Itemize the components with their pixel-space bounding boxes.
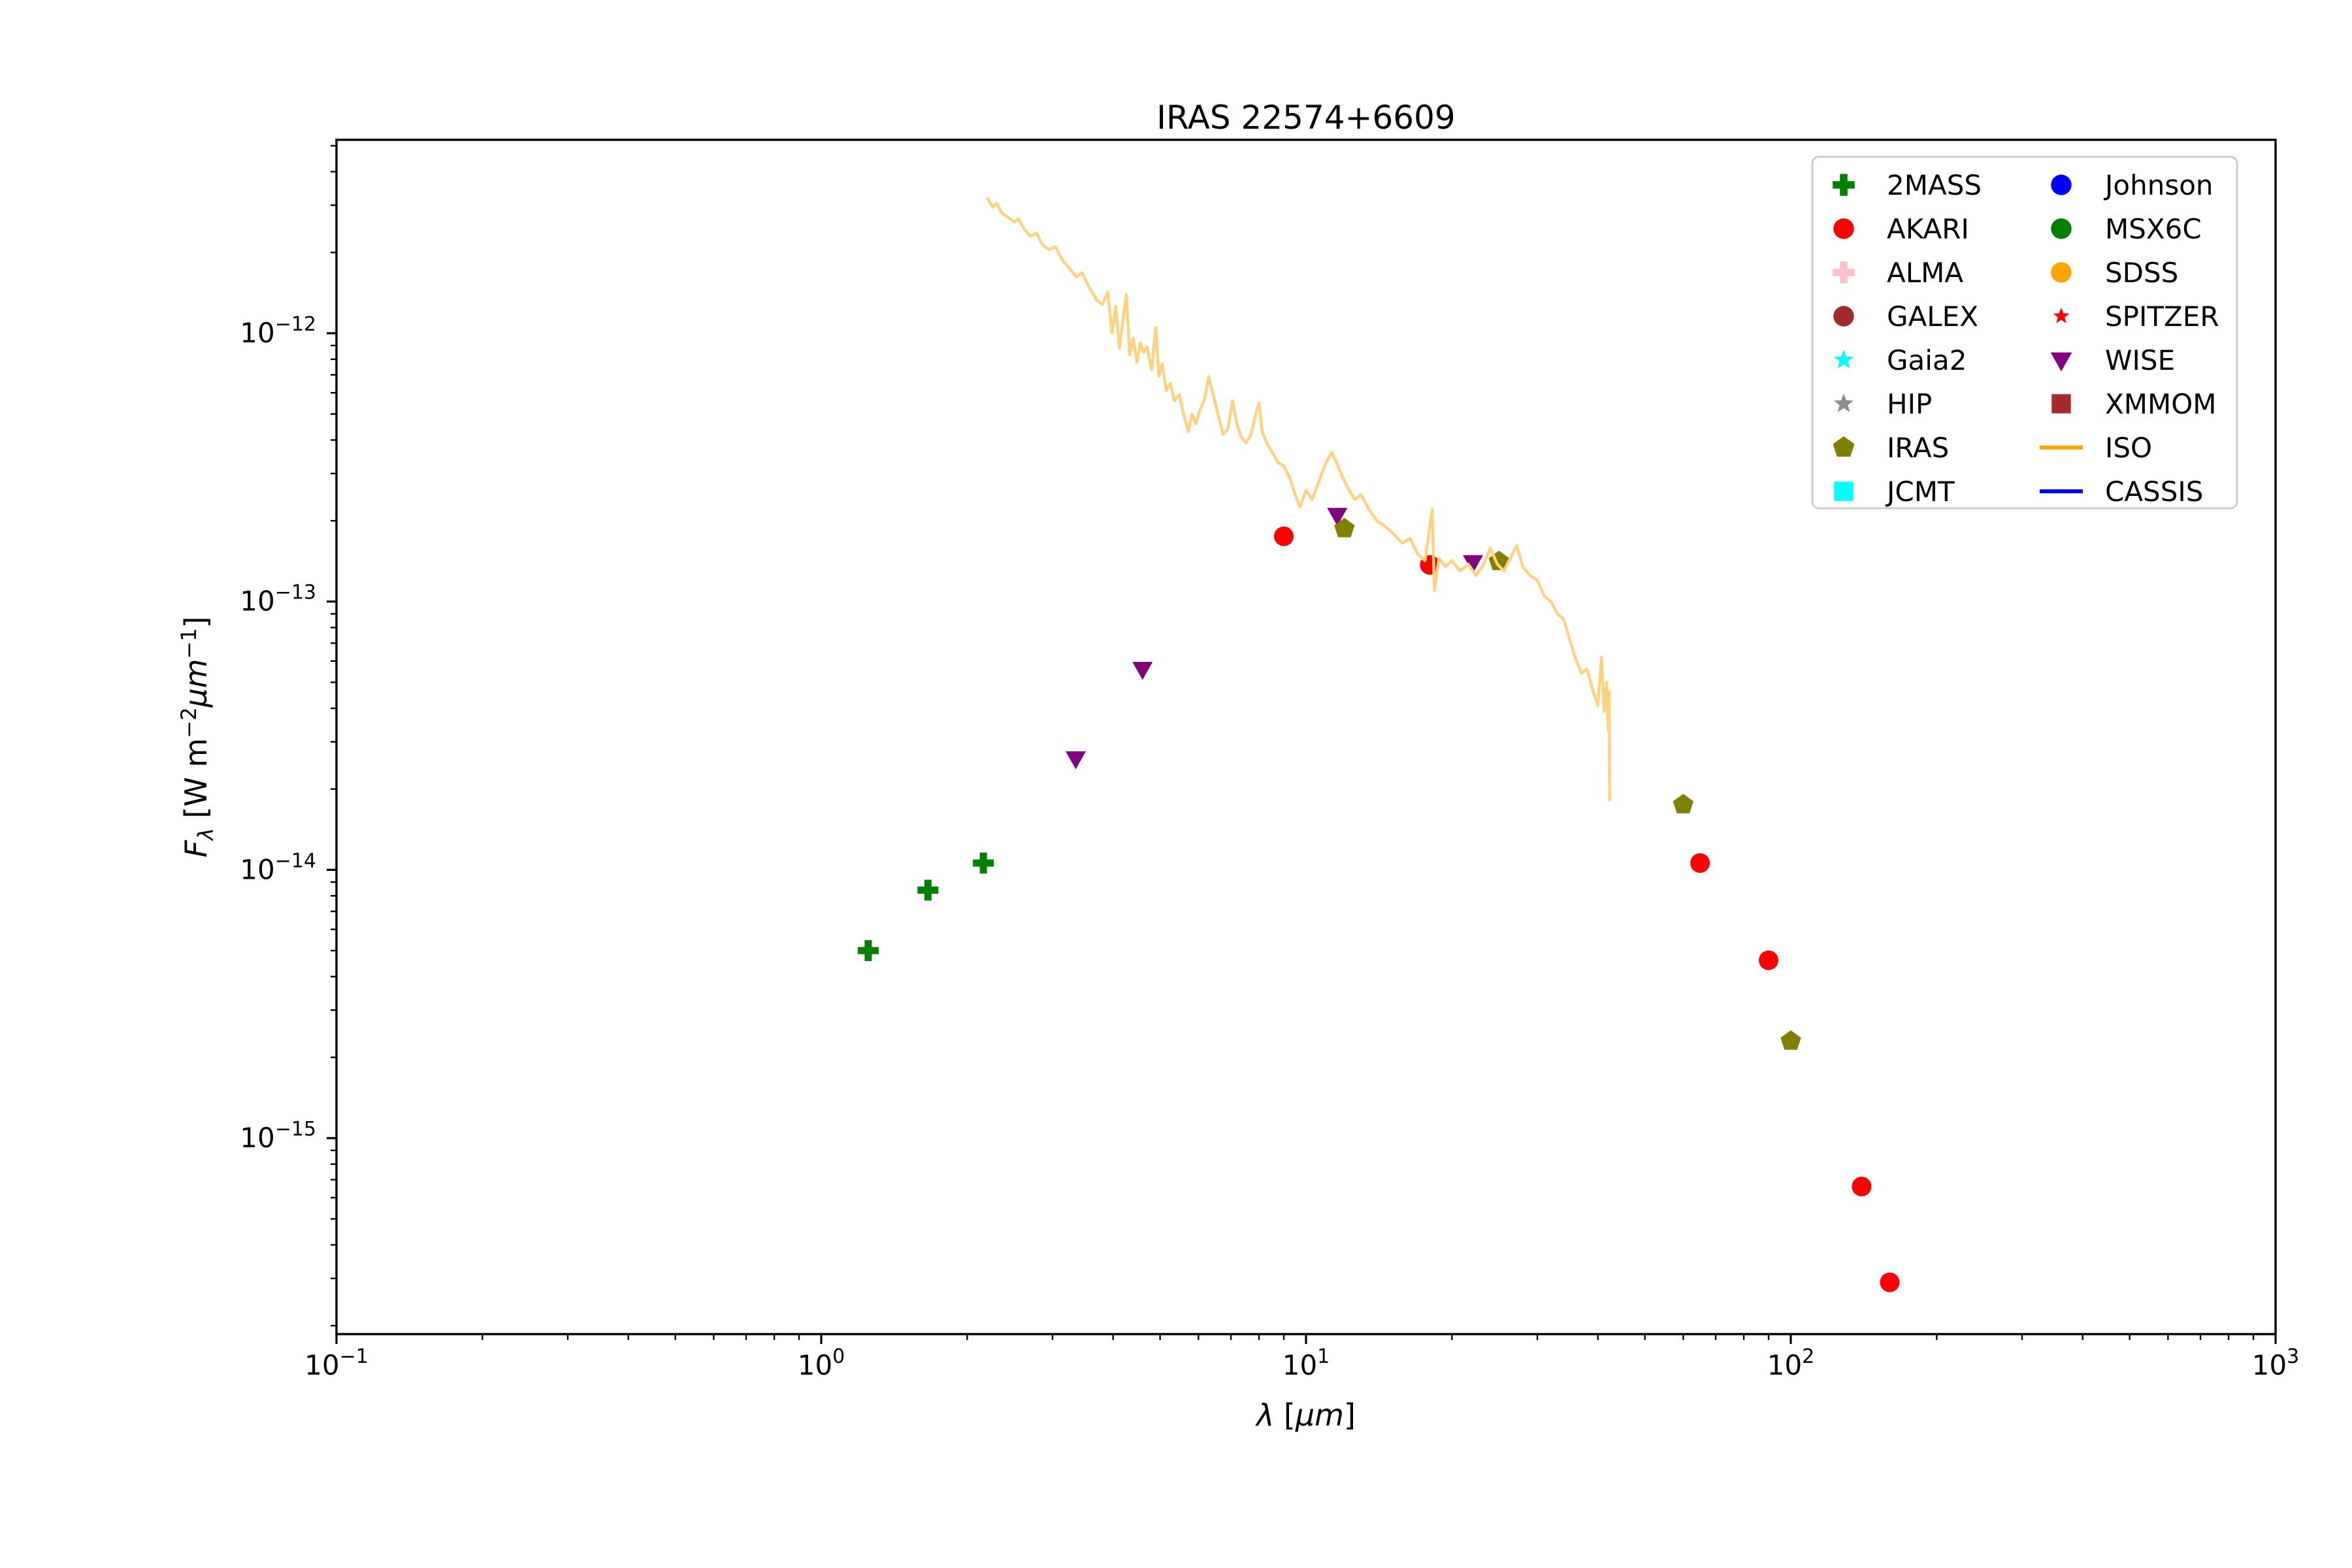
legend-marker-iras (1833, 436, 1855, 457)
legend-label-iso: ISO (2105, 432, 2152, 464)
x-tick-label: 102 (1767, 1345, 1815, 1381)
legend-marker-hip (1834, 393, 1854, 412)
legend-marker-msx6c (2051, 218, 2072, 239)
legend-box (1811, 155, 2238, 510)
data-point-akari (1852, 1177, 1872, 1197)
legend-marker-spitzer (2053, 307, 2070, 323)
iso-spectrum-line (986, 197, 1611, 802)
x-tick-label: 101 (1282, 1345, 1330, 1381)
data-point-wise (1066, 751, 1086, 770)
data-point-iras (1334, 517, 1355, 538)
data-point-akari (1690, 853, 1710, 873)
legend-label-alma: ALMA (1887, 257, 1963, 289)
x-tick-label: 100 (798, 1345, 845, 1381)
y-tick-label: 10−13 (240, 581, 316, 617)
legend-marker-alma (1833, 261, 1855, 284)
legend-label-2mass: 2MASS (1887, 169, 1982, 201)
legend-label-cassis: CASSIS (2105, 476, 2203, 508)
legend-label-iras: IRAS (1887, 432, 1949, 464)
data-point-iras (1673, 794, 1694, 813)
legend-label-spitzer: SPITZER (2105, 301, 2219, 333)
y-tick-label: 10−14 (240, 849, 316, 885)
y-axis-label: Fλ [W m−2μm−1] (176, 616, 218, 857)
legend-marker-xmmom (2051, 394, 2071, 414)
markers-layer (857, 508, 1900, 1292)
chart-title: IRAS 22574+6609 (1156, 99, 1456, 137)
legend-marker-wise (2050, 352, 2072, 372)
axes-layer: 10−1 100 101 102 103 10−12 10−13 10−14 10−15 (240, 139, 2300, 1381)
legend-label-galex: GALEX (1887, 301, 1978, 333)
y-tick-label: 10−15 (240, 1118, 316, 1154)
legend-label-xmmom: XMMOM (2105, 388, 2217, 420)
legend-marker-sdss (2051, 262, 2072, 283)
legend-marker-galex (1833, 306, 1854, 327)
legend-marker-johnson (2051, 174, 2072, 195)
x-tick-label: 10−1 (304, 1345, 368, 1381)
data-point-akari (1880, 1272, 1900, 1292)
x-axis-label: λ [μm] (1254, 1397, 1356, 1433)
legend-marker-akari (1833, 218, 1854, 239)
legend-layer: 2MASS AKARI ALMA GALEX Gaia2 HIP IRAS JCMT Johns… (1811, 155, 2238, 510)
data-point-2mass (973, 852, 994, 874)
data-point-akari (1274, 526, 1294, 546)
data-point-2mass (857, 939, 879, 961)
legend-marker-jcmt (1834, 482, 1854, 501)
spectrum-layer (986, 197, 1611, 802)
data-point-wise (1463, 555, 1484, 574)
x-tick-label: 103 (2252, 1345, 2300, 1381)
data-point-wise (1132, 662, 1153, 680)
y-tick-label: 10−12 (240, 313, 316, 349)
legend-label-johnson: Johnson (2103, 169, 2213, 201)
data-point-2mass (917, 879, 939, 901)
legend-label-hip: HIP (1887, 388, 1932, 420)
legend-label-jcmt: JCMT (1885, 476, 1955, 508)
data-point-iras (1780, 1030, 1801, 1050)
legend-marker-2mass (1833, 174, 1855, 196)
data-point-wise (1327, 508, 1348, 526)
legend-label-sdss: SDSS (2105, 257, 2178, 289)
legend-label-wise: WISE (2105, 344, 2175, 376)
legend-marker-gaia2 (1834, 350, 1854, 368)
legend-label-akari: AKARI (1887, 213, 1969, 245)
legend-label-msx6c: MSX6C (2105, 213, 2202, 245)
legend-label-gaia2: Gaia2 (1887, 344, 1967, 376)
data-point-akari (1759, 950, 1779, 970)
